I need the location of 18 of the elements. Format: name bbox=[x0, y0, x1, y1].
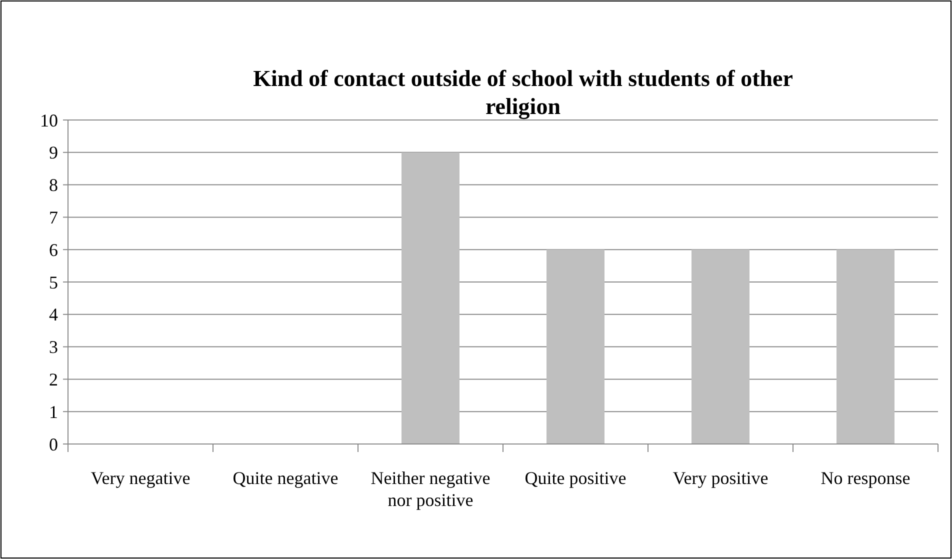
y-tick-label: 0 bbox=[49, 434, 58, 454]
y-tick-label: 6 bbox=[49, 240, 58, 260]
y-tick-label: 10 bbox=[40, 110, 58, 130]
y-tick-label: 7 bbox=[49, 208, 58, 228]
x-tick-label: Neither negative nor positive bbox=[370, 468, 490, 510]
chart-title: Kind of contact outside of school with students of other religion bbox=[253, 66, 793, 120]
x-tick-label: No response bbox=[820, 468, 910, 488]
x-tick-label: Quite positive bbox=[524, 468, 626, 488]
y-tick-label: 4 bbox=[49, 304, 58, 325]
y-tick-label: 9 bbox=[49, 142, 58, 163]
y-tick-label: 8 bbox=[49, 175, 58, 196]
y-tick-label: 5 bbox=[49, 272, 58, 292]
x-tick-label: Very negative bbox=[90, 468, 190, 488]
y-tick-label: 2 bbox=[49, 370, 58, 390]
y-tick-label: 3 bbox=[49, 337, 58, 358]
y-tick-label: 1 bbox=[49, 402, 58, 422]
x-tick-label: Quite negative bbox=[232, 468, 338, 488]
x-tick-label: Very positive bbox=[672, 468, 768, 488]
